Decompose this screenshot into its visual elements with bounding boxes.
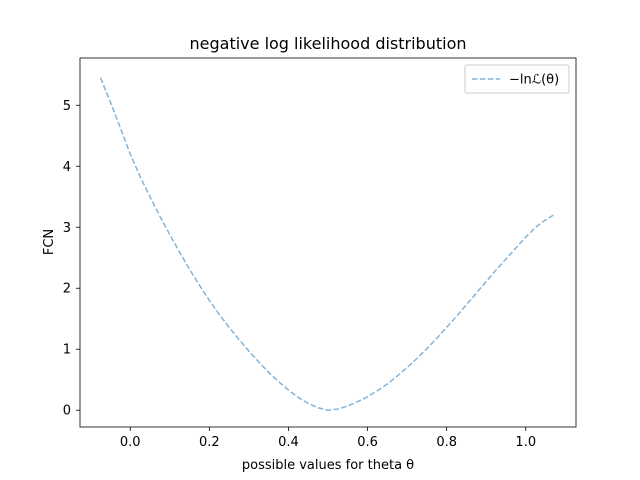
y-tick-label: 0 [63, 404, 71, 419]
chart-title: negative log likelihood distribution [190, 34, 467, 53]
x-tick-label: 0.6 [357, 435, 378, 450]
x-tick-label: 0.4 [278, 435, 299, 450]
y-tick-label: 1 [63, 343, 71, 358]
legend: −lnℒ(θ) [464, 64, 570, 94]
x-tick-label: 0.0 [120, 435, 141, 450]
legend-label: −lnℒ(θ) [509, 73, 559, 88]
y-tick-label: 3 [63, 221, 71, 236]
ticks: 0.0 0.2 0.4 0.6 0.8 1.0 0 1 2 3 4 5 [63, 99, 536, 450]
y-tick-label: 2 [63, 282, 71, 297]
x-axis-label: possible values for theta θ [242, 458, 414, 473]
x-tick-label: 0.8 [436, 435, 457, 450]
x-tick-label: 1.0 [515, 435, 536, 450]
y-tick-label: 5 [63, 99, 71, 114]
axes-frame [79, 57, 577, 428]
y-tick-label: 4 [63, 160, 71, 175]
x-tick-label: 0.2 [199, 435, 220, 450]
legend-box [464, 64, 570, 94]
y-axis-label: FCN [42, 229, 57, 255]
plot-area [99, 77, 556, 411]
series-line-0 [99, 77, 556, 411]
